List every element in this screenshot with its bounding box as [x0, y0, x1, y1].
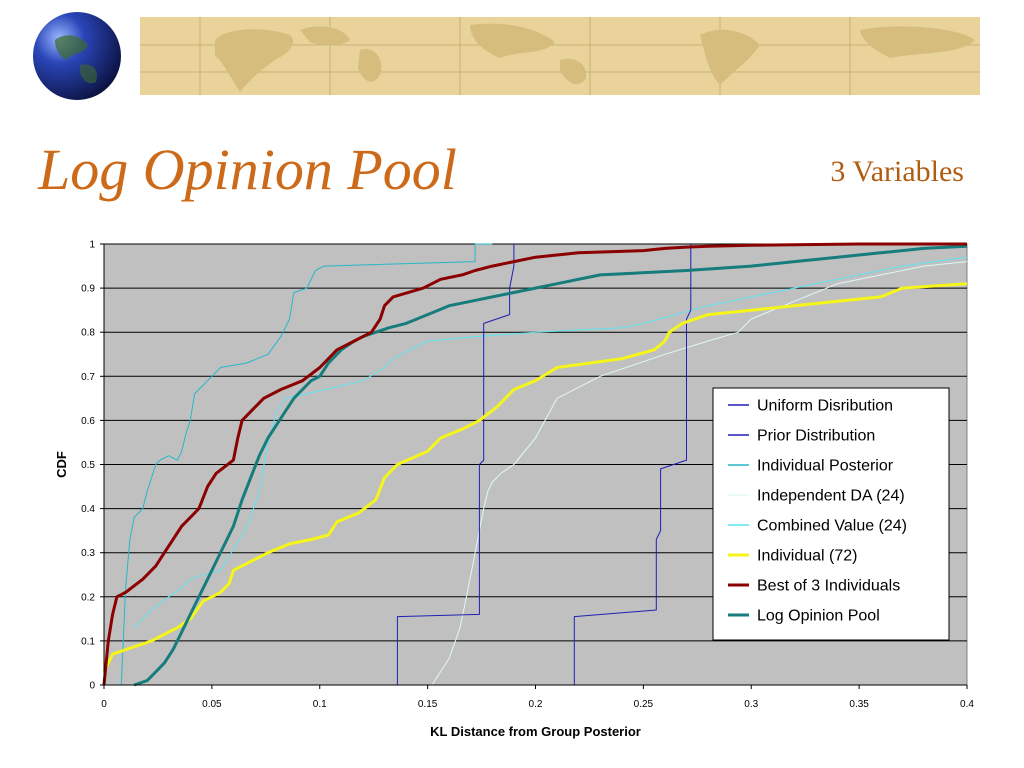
series-layer	[102, 242, 968, 687]
series-line-log-opinion-pool	[133, 244, 968, 687]
y-tick-label: 0	[89, 681, 95, 692]
legend-label: Uniform Disribution	[757, 398, 893, 415]
map-continents	[215, 23, 975, 92]
legend-label: Prior Distribution	[757, 428, 875, 445]
slide-title: Log Opinion Pool	[38, 137, 457, 202]
x-ticks: 0 0.05 0.1 0.15 0.2 0.25 0.3 0.35 0.4	[101, 685, 974, 710]
y-tick-label: 0.3	[81, 548, 95, 559]
y-tick-label: 0.6	[81, 416, 95, 427]
series-line-uniform-disribution	[396, 244, 515, 685]
x-tick-label: 0.3	[744, 699, 758, 710]
x-tick-label: 0.05	[202, 699, 222, 710]
series-line-individual-posterior	[120, 243, 493, 686]
y-tick-label: 0.7	[81, 372, 95, 383]
y-tick-label: 0.5	[81, 460, 95, 471]
series-line-combined-value-24	[133, 256, 968, 629]
header-banner	[20, 5, 980, 103]
series-line-individual-72	[102, 282, 968, 673]
x-tick-label: 0	[101, 699, 107, 710]
legend-label: Individual (72)	[757, 548, 858, 565]
y-tick-label: 1	[89, 240, 95, 251]
x-tick-label: 0.25	[634, 699, 654, 710]
x-tick-label: 0.35	[849, 699, 869, 710]
legend-label: Individual Posterior	[757, 458, 894, 475]
y-tick-label: 0.2	[81, 592, 95, 603]
y-tick-label: 0.4	[81, 504, 95, 515]
series-line-independent-da-24	[431, 261, 968, 686]
legend-label: Best of 3 Individuals	[757, 578, 900, 595]
series-line-best-of-3-individuals	[102, 242, 967, 686]
y-axis-label: CDF	[54, 451, 69, 478]
legend: Uniform Disribution Prior Distribution Ind…	[712, 387, 950, 641]
globe-icon	[33, 12, 121, 100]
x-tick-label: 0.2	[529, 699, 543, 710]
x-tick-label: 0.1	[313, 699, 327, 710]
legend-label: Combined Value (24)	[757, 518, 907, 535]
y-tick-label: 0.9	[81, 284, 95, 295]
slide-subtitle: 3 Variables	[830, 155, 964, 188]
x-axis-label: KL Distance from Group Posterior	[430, 724, 641, 739]
x-tick-label: 0.15	[418, 699, 438, 710]
y-tick-label: 0.8	[81, 328, 95, 339]
y-tick-label: 0.1	[81, 636, 95, 647]
y-ticks: 0 0.1 0.2 0.3 0.4 0.5 0.6 0.7 0.8 0.9 1	[81, 240, 104, 692]
series-line-prior-distribution	[573, 244, 692, 685]
legend-label: Log Opinion Pool	[757, 608, 880, 625]
legend-box	[712, 387, 950, 641]
legend-label: Independent DA (24)	[757, 488, 905, 505]
cdf-chart: 0 0.05 0.1 0.15 0.2 0.25 0.3 0.35 0.4 0 0.1 0.2 0.3…	[54, 240, 974, 740]
x-tick-label: 0.4	[960, 699, 974, 710]
